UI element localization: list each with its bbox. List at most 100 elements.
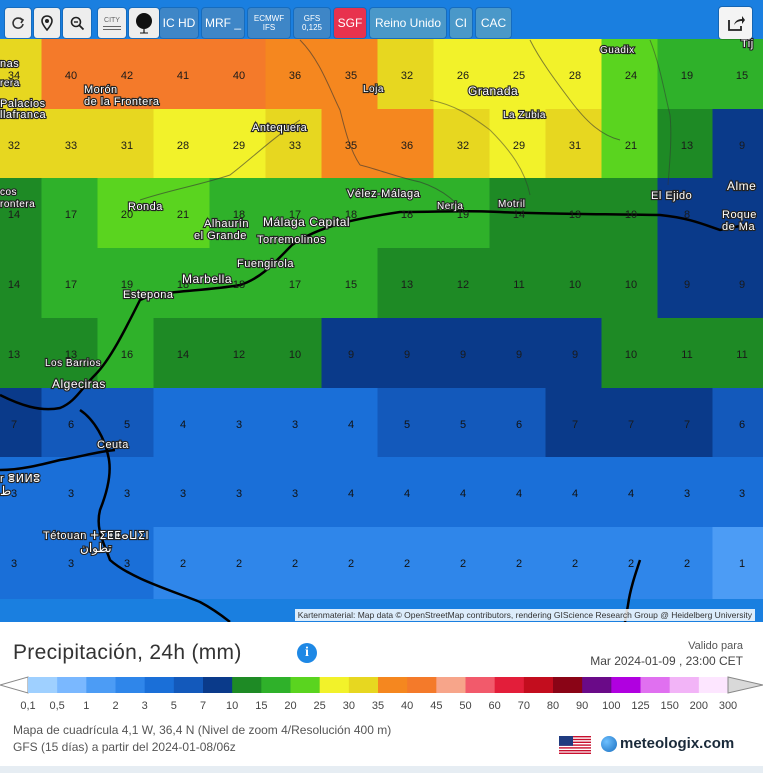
grid-cell bbox=[601, 457, 661, 529]
grid-value: 7 bbox=[628, 419, 634, 431]
place-label: Motril bbox=[498, 199, 525, 210]
scale-swatch bbox=[582, 677, 612, 693]
model-button-ic[interactable]: IC HD bbox=[160, 8, 198, 38]
scale-label: 7 bbox=[199, 700, 207, 712]
legend-title: Precipitación, 24h (mm) bbox=[13, 641, 242, 664]
grid-cell bbox=[489, 109, 549, 181]
grid-cell bbox=[657, 39, 717, 111]
grid-cell bbox=[0, 248, 44, 320]
grid-value: 14 bbox=[177, 349, 189, 361]
model-button-gfs[interactable]: GFS 0,125 bbox=[294, 8, 330, 38]
scale-swatch bbox=[319, 677, 350, 693]
scale-left-arrow bbox=[0, 676, 29, 694]
location-pin-icon bbox=[41, 15, 53, 31]
scale-label: 45 bbox=[430, 700, 443, 712]
grid-value: 36 bbox=[401, 140, 413, 152]
model-button-sgf[interactable]: SGF bbox=[334, 8, 366, 38]
grid-value: 3 bbox=[684, 488, 690, 500]
grid-cell bbox=[41, 178, 101, 250]
grid-cell bbox=[97, 39, 157, 111]
grid-value: 10 bbox=[625, 279, 637, 291]
share-button[interactable] bbox=[719, 7, 752, 39]
scale-label: 2 bbox=[112, 700, 119, 712]
grid-cell bbox=[657, 248, 717, 320]
scale-label: 25 bbox=[313, 700, 326, 712]
scale-label: 0,5 bbox=[49, 700, 65, 712]
scale-label: 10 bbox=[226, 700, 239, 712]
grid-value: 24 bbox=[625, 70, 637, 82]
grid-value: 21 bbox=[625, 140, 637, 152]
province-lines-2 bbox=[429, 39, 672, 196]
grid-cell bbox=[433, 109, 493, 181]
grid-cell bbox=[433, 457, 493, 529]
coastline-and-borders bbox=[0, 39, 746, 622]
zoom-out-button[interactable] bbox=[63, 8, 91, 38]
scale-label: 100 bbox=[602, 700, 621, 712]
place-label: Fuengirola bbox=[237, 258, 294, 270]
model-button-cac[interactable]: CAC bbox=[476, 8, 511, 38]
info-icon[interactable]: i bbox=[297, 643, 317, 663]
location-button[interactable] bbox=[34, 8, 60, 38]
grid-value: 3 bbox=[11, 558, 17, 570]
map-attribution[interactable]: Kartenmaterial: Map data © OpenStreetMap… bbox=[294, 609, 755, 621]
scale-label: 0,1 bbox=[20, 700, 36, 712]
model-cac-label: CAC bbox=[480, 16, 507, 30]
place-label: Guadix bbox=[600, 45, 635, 56]
grid-cell bbox=[41, 527, 101, 599]
scale-label: 5 bbox=[170, 700, 177, 712]
brand-logo[interactable]: meteologix.com bbox=[601, 735, 734, 752]
grid-cell bbox=[657, 457, 717, 529]
model-button-ecmwf[interactable]: ECMWF IFS bbox=[248, 8, 290, 38]
reload-button[interactable] bbox=[5, 8, 31, 38]
grid-cell bbox=[545, 388, 605, 460]
precipitation-map[interactable]: 34 40 42 41 40 36 35 32 26 25 28 24 19 15 32 33 31 28 29 33… bbox=[0, 0, 763, 622]
zoom-out-icon bbox=[70, 16, 84, 30]
grid-cell bbox=[377, 457, 437, 529]
grid-cell bbox=[97, 457, 157, 529]
grid-cell bbox=[601, 248, 661, 320]
valid-for-label: Valido para bbox=[688, 640, 743, 652]
scale-swatch bbox=[203, 677, 233, 693]
legend-panel bbox=[0, 622, 763, 773]
grid-cell bbox=[0, 388, 44, 460]
scale-label: 90 bbox=[576, 700, 589, 712]
place-label: Málaga Capital bbox=[263, 215, 350, 229]
place-label: Marbella bbox=[182, 272, 232, 286]
model-gfs-sub: 0,125 bbox=[301, 23, 323, 32]
marker-toggle-button[interactable] bbox=[129, 8, 159, 38]
region-button[interactable]: Reino Unido bbox=[370, 8, 446, 38]
grid-value: 19 bbox=[681, 70, 693, 82]
grid-cell bbox=[153, 178, 213, 250]
city-toggle-button[interactable]: CITY bbox=[98, 8, 126, 38]
grid-value: 13 bbox=[8, 349, 20, 361]
border-ceuta bbox=[0, 448, 116, 472]
grid-cell bbox=[265, 178, 325, 250]
grid-value: 3 bbox=[236, 488, 242, 500]
grid-value: 33 bbox=[65, 140, 77, 152]
grid-value: 11 bbox=[681, 349, 692, 361]
grid-cell bbox=[433, 527, 493, 599]
grid-cell bbox=[153, 109, 213, 181]
grid-cell bbox=[712, 39, 763, 111]
model-ic-label: IC HD bbox=[162, 16, 196, 30]
grid-value: 18 bbox=[233, 279, 245, 291]
scale-swatch bbox=[553, 677, 583, 693]
grid-value: 2 bbox=[404, 558, 410, 570]
grid-cell bbox=[0, 109, 44, 181]
us-flag-icon[interactable] bbox=[559, 736, 591, 754]
grid-cell bbox=[209, 178, 269, 250]
grid-cell bbox=[97, 248, 157, 320]
grid-value: 3 bbox=[11, 488, 17, 500]
place-label: el Grande bbox=[194, 230, 247, 242]
grid-cell bbox=[712, 388, 763, 460]
grid-value: 17 bbox=[65, 209, 77, 221]
scale-swatch bbox=[669, 677, 700, 693]
grid-cell bbox=[601, 109, 661, 181]
model-button-mrf[interactable]: MRF _ bbox=[202, 8, 244, 38]
grid-cell bbox=[545, 457, 605, 529]
grid-cell bbox=[712, 318, 763, 390]
model-button-ci[interactable]: CI bbox=[450, 8, 472, 38]
place-label: Morón bbox=[84, 84, 118, 96]
